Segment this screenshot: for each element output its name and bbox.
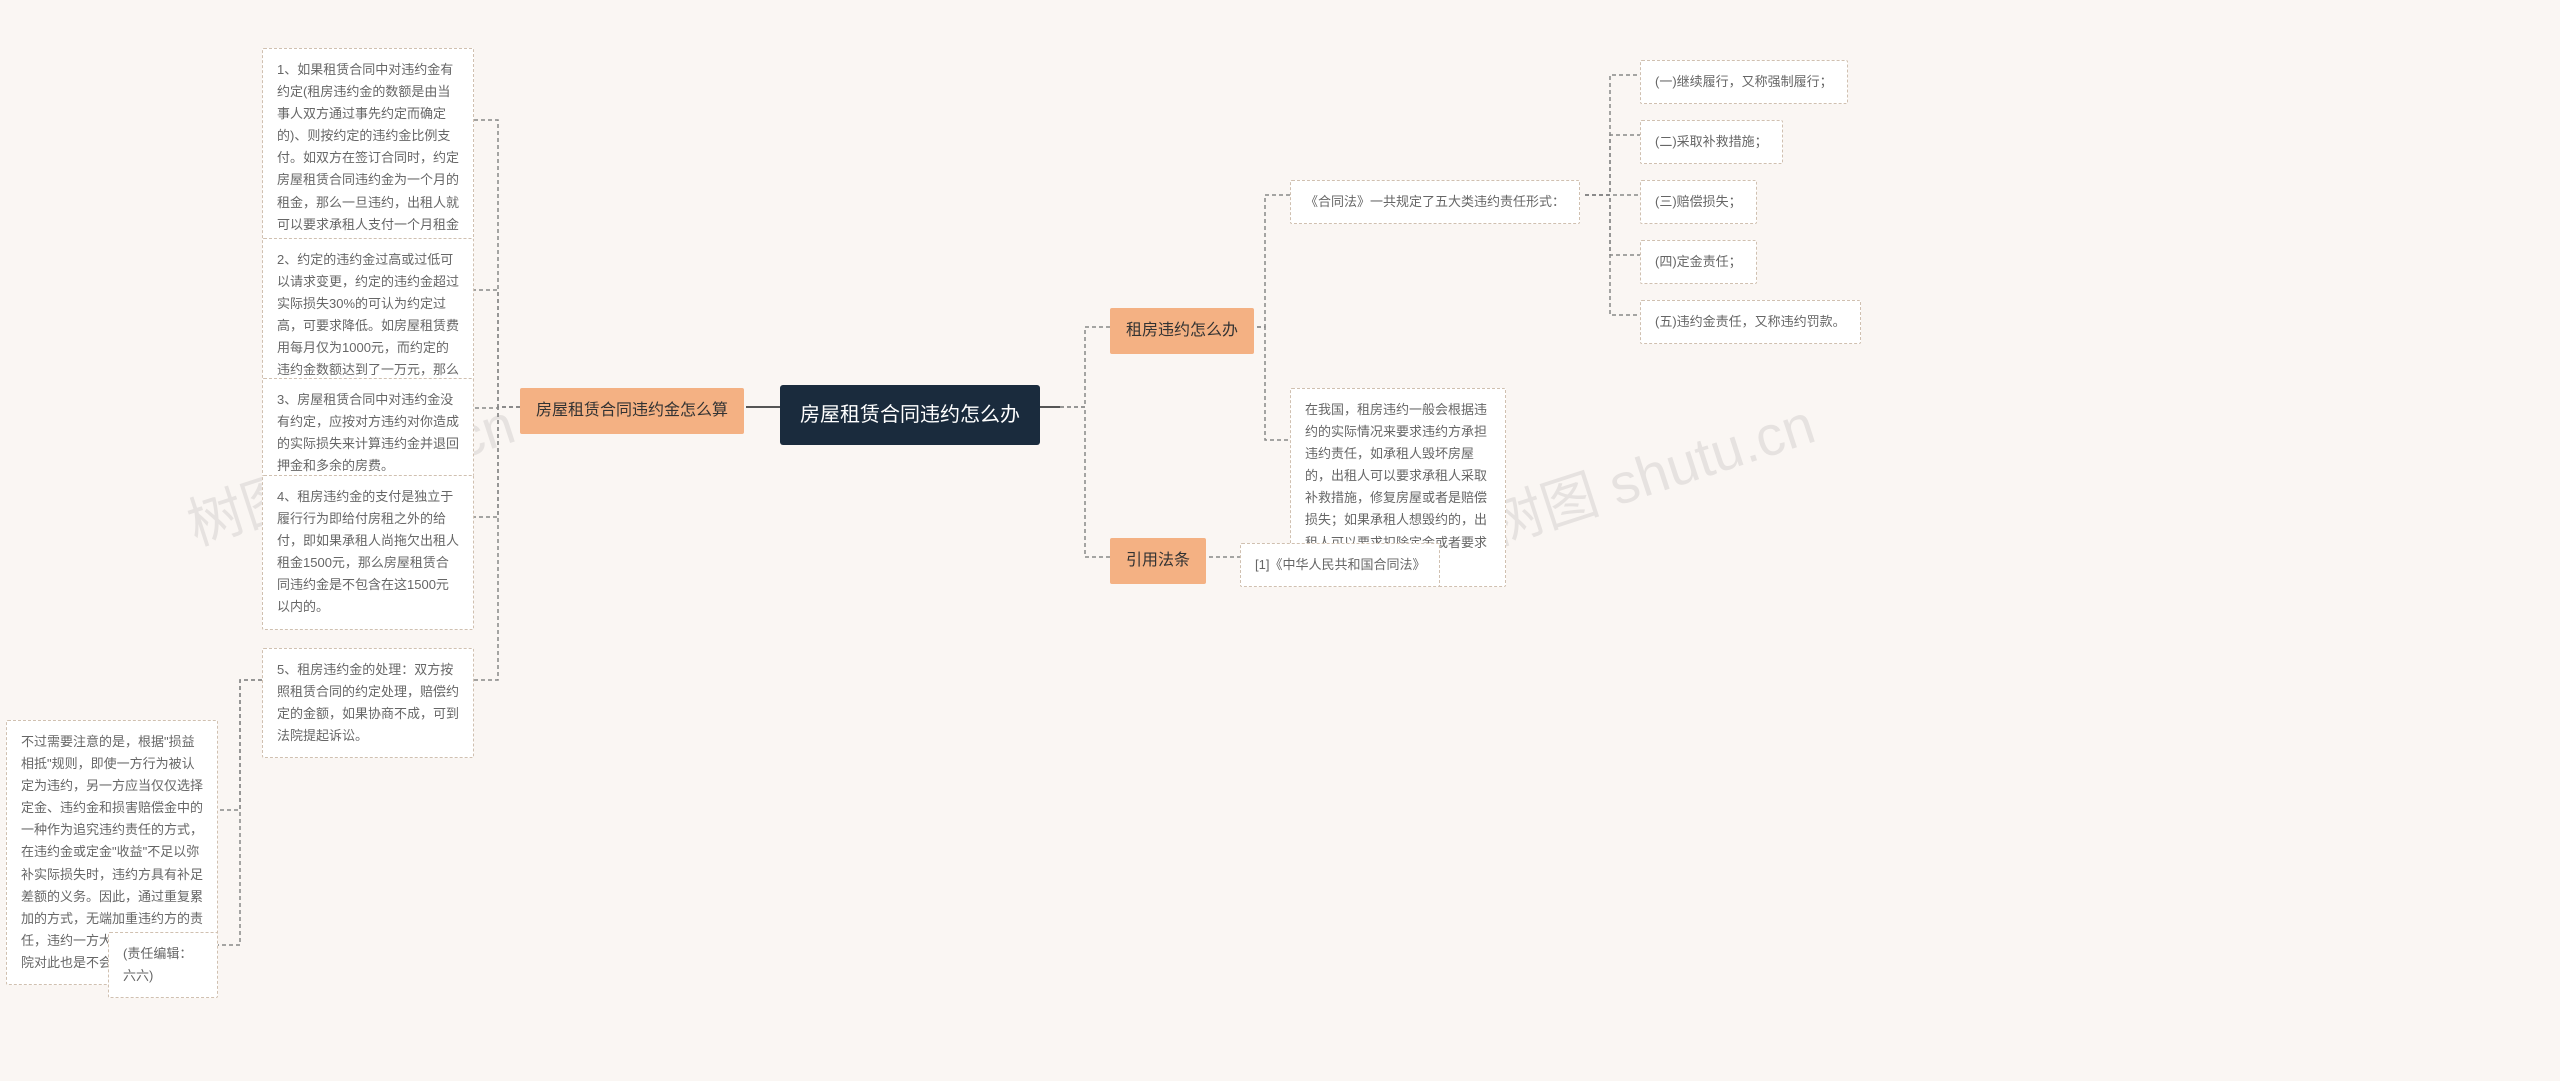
leaf-l5: 5、租房违约金的处理：双方按照租赁合同的约定处理，赔偿约定的金额，如果协商不成，…	[262, 648, 474, 758]
leaf-l5-sub2: (责任编辑：六六)	[108, 932, 218, 998]
leaf-r1: (一)继续履行，又称强制履行；	[1640, 60, 1848, 104]
leaf-r5: (五)违约金责任，又称违约罚款。	[1640, 300, 1861, 344]
branch-left: 房屋租赁合同违约金怎么算	[520, 388, 744, 434]
leaf-law-label: 《合同法》一共规定了五大类违约责任形式：	[1290, 180, 1580, 224]
root-node: 房屋租赁合同违约怎么办	[780, 385, 1040, 445]
leaf-r2: (二)采取补救措施；	[1640, 120, 1783, 164]
leaf-l3: 3、房屋租赁合同中对违约金没有约定，应按对方违约对你造成的实际损失来计算违约金并…	[262, 378, 474, 488]
leaf-ref: [1]《中华人民共和国合同法》	[1240, 543, 1440, 587]
leaf-r4: (四)定金责任；	[1640, 240, 1757, 284]
watermark: 树图 shutu.cn	[1476, 380, 1824, 562]
leaf-r3: (三)赔偿损失；	[1640, 180, 1757, 224]
leaf-l4: 4、租房违约金的支付是独立于履行行为即给付房租之外的给付，即如果承租人尚拖欠出租…	[262, 475, 474, 630]
branch-right-bottom: 引用法条	[1110, 538, 1206, 584]
branch-right-top: 租房违约怎么办	[1110, 308, 1254, 354]
